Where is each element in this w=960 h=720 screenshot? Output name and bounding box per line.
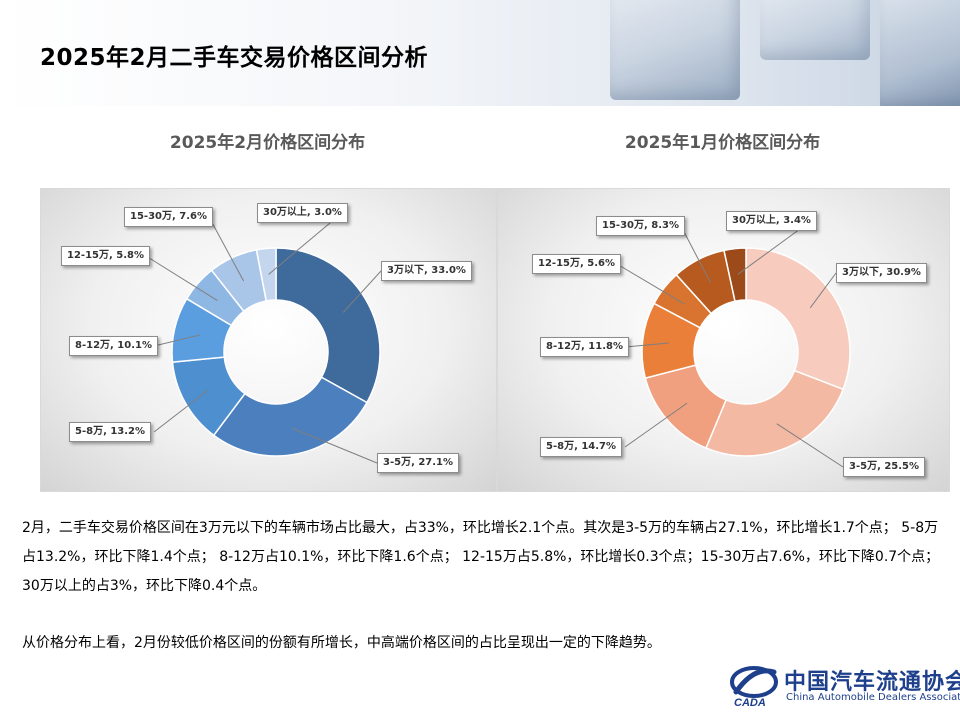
data-label-0: 3万以下, 30.9% <box>836 263 927 283</box>
decorative-cube <box>610 0 740 100</box>
data-label-0: 3万以下, 33.0% <box>381 261 472 281</box>
cada-logo-mark-text: CADA <box>734 697 766 708</box>
data-label-2: 5-8万, 14.7% <box>540 437 623 457</box>
data-label-4: 12-15万, 5.6% <box>532 254 621 274</box>
leader-line-4 <box>616 263 685 305</box>
donut-chart-jan: 3万以下, 30.9% 3-5万, 25.5% 5-8万, 14.7% 8-12万, … <box>497 188 950 492</box>
donut-slice-1 <box>212 376 368 457</box>
leader-line-2 <box>153 389 209 433</box>
logo-name-en: China Automobile Dealers Association <box>786 692 960 703</box>
leader-line-5 <box>208 216 245 282</box>
data-label-3: 8-12万, 10.1% <box>69 336 158 356</box>
data-label-4: 12-15万, 5.8% <box>61 246 150 266</box>
data-label-2: 5-8万, 13.2% <box>69 422 152 442</box>
data-label-5: 15-30万, 8.3% <box>596 216 685 236</box>
data-label-3: 8-12万, 11.8% <box>540 337 629 357</box>
data-label-6: 30万以上, 3.0% <box>257 203 348 223</box>
analysis-paragraph-1: 2月，二手车交易价格区间在3万元以下的车辆市场占比最大，占33%，环比增长2.1… <box>22 520 940 594</box>
data-label-1: 3-5万, 25.5% <box>843 457 926 477</box>
donut-chart-feb-svg <box>145 212 382 464</box>
donut-chart-feb: 3万以下, 33.0% 3-5万, 27.1% 5-8万, 13.2% 8-12万, … <box>40 188 497 492</box>
leader-line-5 <box>680 225 711 283</box>
data-label-6: 30万以上, 3.4% <box>726 211 817 231</box>
analysis-paragraph-2: 从价格分布上看，2月份较低价格区间的份额有所增长，中高端价格区间的占比呈现出一定… <box>22 635 661 651</box>
donut-slice-6 <box>723 247 747 303</box>
leader-line-0 <box>342 270 382 313</box>
leader-line-3 <box>624 342 669 348</box>
decorative-cube <box>880 0 960 106</box>
donut-slice-1 <box>704 369 845 457</box>
leader-line-2 <box>624 402 688 448</box>
leader-line-3 <box>153 334 201 347</box>
page-title: 2025年2月二手车交易价格区间分析 <box>40 45 429 71</box>
cada-logo: CADA 中国汽车流通协会 China Automobile Dealers A… <box>728 660 960 710</box>
donut-chart-jan-svg <box>616 220 851 468</box>
logo-name-cn: 中国汽车流通协会 <box>784 669 960 695</box>
donut-slice-6 <box>255 247 277 302</box>
donut-slice-0 <box>275 247 381 404</box>
leader-line-0 <box>809 272 837 309</box>
data-label-1: 3-5万, 27.1% <box>377 453 460 473</box>
decorative-cube <box>760 0 870 60</box>
chart-title-feb: 2025年2月价格区间分布 <box>169 133 366 153</box>
donut-slice-0 <box>745 247 851 391</box>
data-label-5: 15-30万, 7.6% <box>124 207 213 227</box>
cada-logo-icon: CADA <box>730 666 778 708</box>
leader-line-1 <box>776 423 844 468</box>
header-band <box>0 0 960 106</box>
leader-line-4 <box>145 255 218 301</box>
leader-line-6 <box>268 212 343 275</box>
chart-title-jan: 2025年1月价格区间分布 <box>624 133 821 153</box>
leader-line-1 <box>292 427 378 464</box>
